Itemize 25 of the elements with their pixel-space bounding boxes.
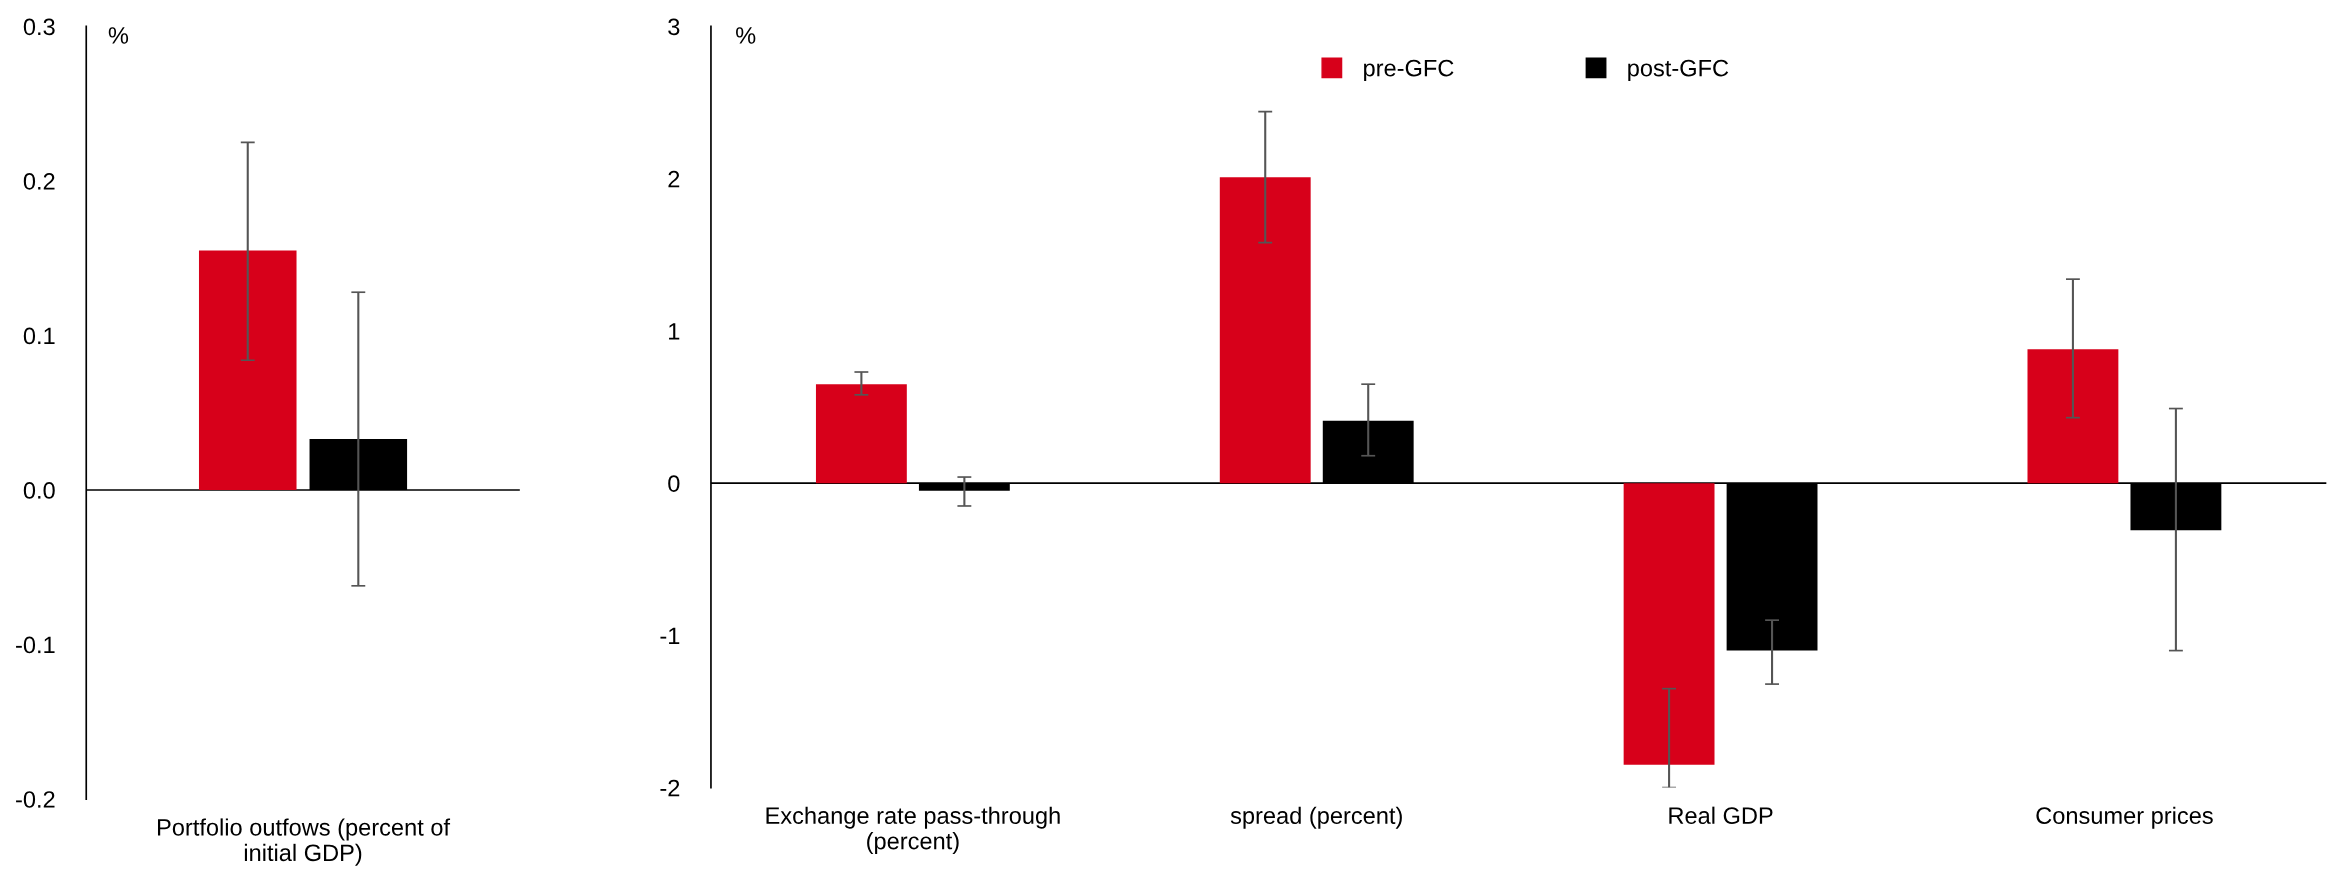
x-tick-label: spread (percent) bbox=[1230, 806, 1402, 829]
legend-label: post-GFC bbox=[1628, 59, 1729, 82]
bar bbox=[2027, 349, 2119, 484]
y-tick-label: -0.1 bbox=[16, 636, 55, 654]
y-tick-label: 0 bbox=[668, 475, 680, 492]
y-tick-label: 2 bbox=[668, 170, 680, 188]
x-tick-label: Consumer prices bbox=[2036, 806, 2213, 829]
y-tick-label: 0.0 bbox=[23, 482, 55, 499]
x-tick-label: Real GDP bbox=[1669, 806, 1773, 824]
y-tick-label: 1 bbox=[669, 323, 680, 340]
y-tick-label: -2 bbox=[660, 779, 680, 797]
y-axis-title: % bbox=[736, 27, 756, 44]
y-tick-label: 0.1 bbox=[23, 327, 55, 345]
bar bbox=[815, 384, 907, 484]
x-tick-label: Portfolio outfows (percent of initial GDP) bbox=[157, 818, 451, 866]
y-axis-title: % bbox=[108, 27, 129, 44]
bar bbox=[1623, 483, 1715, 765]
bar bbox=[1219, 177, 1311, 484]
y-tick-label: 0.3 bbox=[23, 18, 55, 36]
y-tick-label: 3 bbox=[668, 18, 680, 36]
legend-label: pre-GFC bbox=[1364, 59, 1454, 82]
y-tick-label: -0.2 bbox=[16, 791, 55, 808]
y-tick-label: 0.2 bbox=[23, 173, 55, 190]
x-tick-label: Exchange rate pass-through (percent) bbox=[766, 806, 1060, 855]
y-tick-label: -1 bbox=[660, 627, 680, 644]
